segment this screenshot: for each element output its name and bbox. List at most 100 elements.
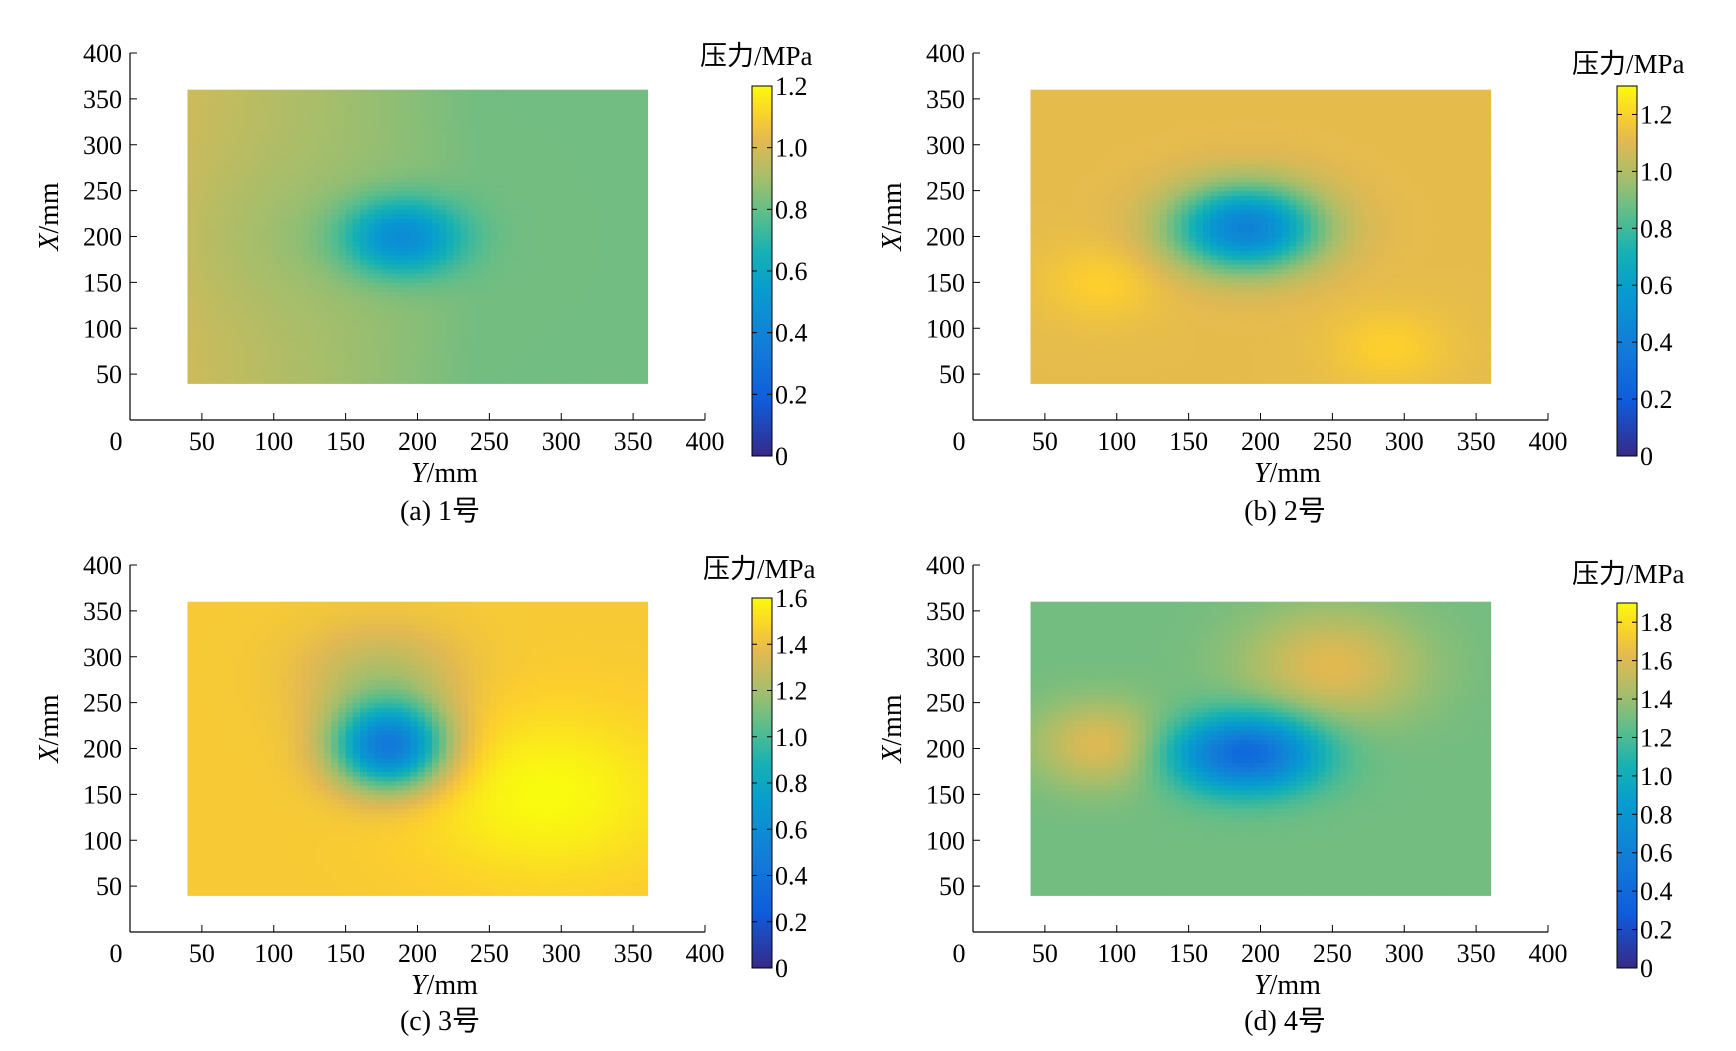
heatmap-cell	[338, 287, 346, 292]
heatmap-cell	[382, 278, 390, 283]
heatmap-cell	[425, 159, 433, 164]
heatmap-cell	[453, 227, 461, 232]
heatmap-cell	[547, 237, 555, 242]
heatmap-cell	[245, 126, 253, 131]
heatmap-cell	[597, 145, 605, 150]
heatmap-cell	[195, 195, 203, 200]
heatmap-cell	[626, 273, 634, 278]
heatmap-cell	[374, 113, 382, 118]
heatmap-cell	[418, 282, 426, 287]
heatmap-cell	[259, 218, 267, 223]
heatmap-cell	[561, 310, 569, 315]
heatmap-cell	[1052, 204, 1060, 209]
heatmap-cell	[432, 250, 440, 255]
heatmap-cell	[353, 149, 361, 154]
heatmap-cell	[468, 342, 476, 347]
heatmap-cell	[360, 154, 368, 159]
heatmap-cell	[324, 145, 332, 150]
heatmap-cell	[374, 218, 382, 223]
heatmap-cell	[497, 186, 505, 191]
heatmap-cell	[540, 103, 548, 108]
heatmap-cell	[1081, 250, 1089, 255]
heatmap-cell	[1059, 259, 1067, 264]
heatmap-cell	[590, 273, 598, 278]
heatmap-cell	[425, 172, 433, 177]
heatmap-cell	[374, 301, 382, 306]
heatmap-cell	[504, 232, 512, 237]
heatmap-cell	[360, 117, 368, 122]
heatmap-cell	[640, 379, 648, 384]
heatmap-cell	[1066, 186, 1074, 191]
heatmap-cell	[518, 287, 526, 292]
heatmap-cell	[425, 232, 433, 237]
heatmap-cell	[533, 337, 541, 342]
heatmap-cell	[619, 296, 627, 301]
heatmap-cell	[389, 149, 397, 154]
heatmap-cell	[382, 333, 390, 338]
heatmap-cell	[231, 347, 239, 352]
heatmap-cell	[274, 360, 282, 365]
heatmap-cell	[389, 347, 397, 352]
heatmap-cell	[554, 237, 562, 242]
heatmap-cell	[317, 136, 325, 141]
heatmap-cell	[1031, 328, 1039, 333]
heatmap-cell	[1031, 195, 1039, 200]
heatmap-cell	[1052, 292, 1060, 297]
heatmap-cell	[1066, 370, 1074, 375]
heatmap-cell	[1052, 149, 1060, 154]
heatmap-cell	[216, 314, 224, 319]
heatmap-cell	[310, 305, 318, 310]
heatmap-cell	[633, 365, 641, 370]
heatmap-cell	[475, 186, 483, 191]
heatmap-cell	[1059, 333, 1067, 338]
heatmap-cell	[482, 181, 490, 186]
heatmap-cell	[295, 264, 303, 269]
heatmap-cell	[259, 324, 267, 329]
heatmap-cell	[1088, 227, 1096, 232]
heatmap-cell	[1066, 379, 1074, 384]
heatmap-cell	[497, 200, 505, 205]
heatmap-cell	[590, 99, 598, 104]
heatmap-cell	[1066, 117, 1074, 122]
heatmap-cell	[1117, 186, 1125, 191]
heatmap-cell	[1052, 195, 1060, 200]
heatmap-cell	[1045, 305, 1053, 310]
heatmap-cell	[259, 342, 267, 347]
heatmap-cell	[604, 287, 612, 292]
heatmap-cell	[475, 319, 483, 324]
heatmap-cell	[216, 191, 224, 196]
heatmap-cell	[576, 356, 584, 361]
heatmap-cell	[425, 356, 433, 361]
heatmap-cell	[403, 227, 411, 232]
heatmap-cell	[317, 209, 325, 214]
heatmap-cell	[461, 324, 469, 329]
heatmap-cell	[1117, 126, 1125, 131]
heatmap-cell	[619, 126, 627, 131]
heatmap-cell	[259, 227, 267, 232]
heatmap-cell	[626, 333, 634, 338]
heatmap-cell	[1095, 264, 1103, 269]
heatmap-cell	[231, 223, 239, 228]
heatmap-cell	[238, 122, 246, 127]
heatmap-cell	[252, 103, 260, 108]
heatmap-cell	[554, 296, 562, 301]
heatmap-cell	[418, 200, 426, 205]
heatmap-cell	[540, 159, 548, 164]
heatmap-cell	[1066, 259, 1074, 264]
x-tick-label: 150	[326, 427, 365, 456]
heatmap-cell	[525, 232, 533, 237]
heatmap-cell	[223, 163, 231, 168]
heatmap-cell	[267, 223, 275, 228]
heatmap-cell	[497, 328, 505, 333]
heatmap-cell	[439, 282, 447, 287]
heatmap-cell	[1110, 282, 1118, 287]
heatmap-cell	[482, 250, 490, 255]
heatmap-cell	[396, 227, 404, 232]
heatmap-cell	[353, 99, 361, 104]
heatmap-cell	[626, 103, 634, 108]
heatmap-cell	[590, 172, 598, 177]
heatmap-cell	[612, 264, 620, 269]
heatmap-cell	[303, 214, 311, 219]
heatmap-cell	[1102, 347, 1110, 352]
heatmap-cell	[547, 351, 555, 356]
